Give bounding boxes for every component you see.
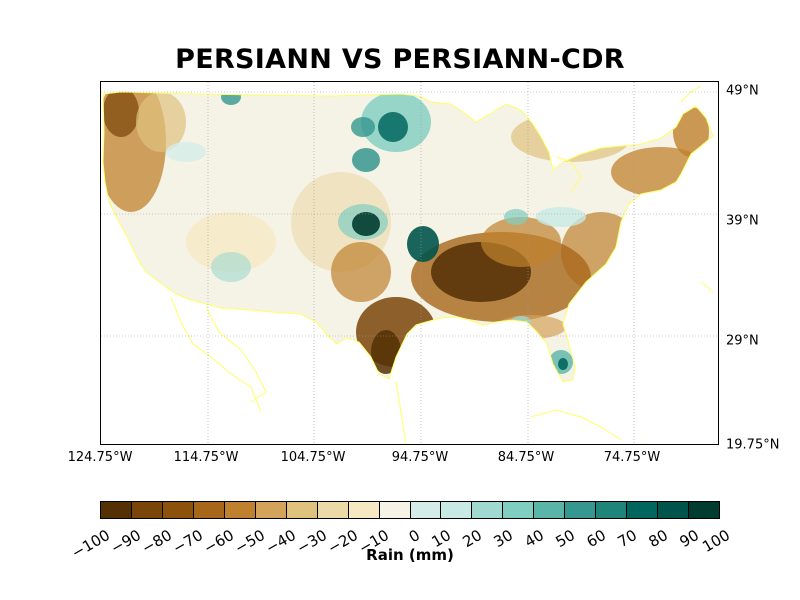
colorbar [100,501,720,519]
colorbar-label: Rain (mm) [366,546,454,564]
lon-label: 124.75°W [67,450,133,465]
map-panel [100,81,719,445]
lon-label: 74.75°W [603,450,661,465]
lat-label: 49°N [726,83,759,99]
colorbar-segment [534,502,566,518]
lon-label: 104.75°W [280,450,346,465]
lon-label: 84.75°W [497,450,555,465]
colorbar-segment [101,502,132,518]
lat-label: 19.75°N [726,437,780,453]
colorbar-segment [472,502,504,518]
lon-label: 94.75°W [391,450,449,465]
colorbar-segment [689,502,720,518]
colorbar-segment [410,502,442,518]
lat-label: 29°N [726,333,759,349]
colorbar-segment [503,502,535,518]
colorbar-segment [162,502,194,518]
gridlines [101,82,718,444]
colorbar-segment [348,502,380,518]
colorbar-segment [441,502,473,518]
chart-title: PERSIANN VS PERSIANN-CDR [175,44,625,75]
rain-difference-map [101,82,718,444]
colorbar-segment [658,502,690,518]
colorbar-segment [193,502,225,518]
colorbar-segment [317,502,349,518]
colorbar-segment [565,502,597,518]
colorbar-segment [255,502,287,518]
colorbar-segment [596,502,628,518]
colorbar-segment [627,502,659,518]
coastlines [102,85,714,444]
lat-label: 39°N [726,213,759,229]
colorbar-segment [286,502,318,518]
colorbar-segment [379,502,411,518]
lon-label: 114.75°W [173,450,239,465]
colorbar-segment [224,502,256,518]
colorbar-segment [131,502,163,518]
colorbar-tick-label: 0 [405,526,423,547]
